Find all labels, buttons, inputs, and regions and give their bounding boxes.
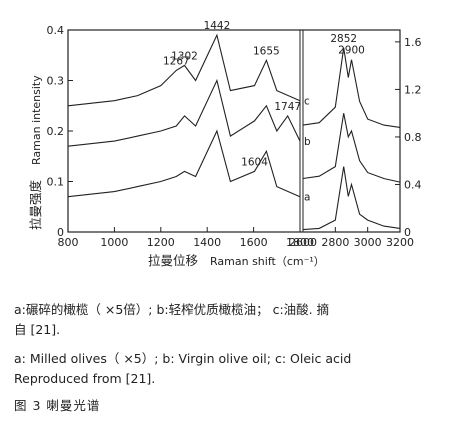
peak-label: 1302 [171,50,198,62]
peak-label: 2852 [330,33,357,45]
peak-label: 1655 [253,45,280,57]
caption-en-line2: Reproduced from [21]. [14,371,156,386]
y-axis-label-en: Raman intensity [30,75,43,165]
peak-label: 2900 [338,45,365,57]
y-right-tick-label: 1.6 [404,36,422,49]
x-axis-label-en: Raman shift（cm⁻¹） [210,255,325,268]
x-tick-label: 1600 [240,236,268,249]
y-left-tick-label: 0.4 [47,24,65,37]
y-left-tick-label: 0.3 [47,75,65,88]
peak-label: 1747 [274,101,301,113]
peak-label: 1442 [204,20,231,32]
series-line-a [67,129,301,198]
x-tick-label: 1200 [147,236,175,249]
caption-zh-line1: a:碾碎的橄榄（ ×5倍）; b:轻榨优质橄榄油； c:油酸. 摘 [14,302,330,317]
series-line-c [67,33,301,107]
y-axis-label-zh: 拉曼强度 [28,179,43,230]
x-tick-label: 3200 [386,236,414,249]
y-left-tick-label: 0.1 [47,176,65,189]
x-tick-label: 1000 [100,236,128,249]
series-label-c: c [304,96,310,108]
series-line-a [302,166,401,231]
plot-frame [67,29,401,233]
y-right-tick-label: 0.4 [404,178,422,191]
x-tick-label: 1400 [193,236,221,249]
peak-label: 1267 [163,55,190,67]
x-tick-label: 3000 [354,236,382,249]
series-line-c [302,47,401,128]
y-left-tick-label: 0 [57,226,64,239]
x-axis-label-zh: 拉曼位移 [148,253,198,268]
y-left-tick-label: 0.2 [47,125,65,138]
figure-title: 图 3 喇曼光谱 [14,398,101,413]
x-tick-label: 2800 [321,236,349,249]
series-label-b: b [304,136,311,148]
peak-label: 1604 [241,156,268,168]
x-tick-label: 2600 [289,236,317,249]
x-tick-label: 800 [58,236,79,249]
y-right-tick-label: 0 [404,226,411,239]
caption-zh-line2: 自 [21]. [14,322,61,337]
y-right-tick-label: 1.2 [404,83,422,96]
x-tick-label: 1800 [286,236,314,249]
series-label-a: a [304,192,310,204]
series-line-b [302,113,401,183]
raman-chart: 0 0.1 0.2 0.3 0.4 0 0.4 0.8 1.2 1.6 800 1000 1200 1… [28,20,422,268]
series-line-b [67,78,301,147]
y-right-tick-label: 0.8 [404,131,422,144]
caption-en-line1: a: Milled olives（ ×5）; b: Virgin olive o… [14,351,352,366]
